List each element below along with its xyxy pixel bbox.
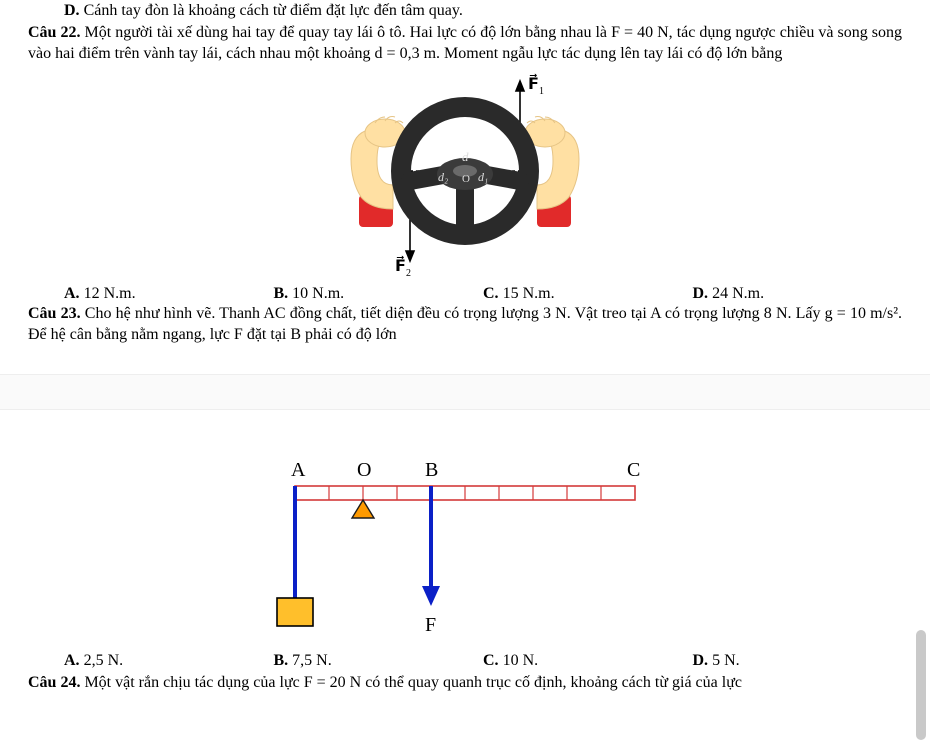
scrollbar-thumb[interactable] <box>916 630 926 740</box>
svg-text:C: C <box>627 459 640 481</box>
q23-opt-a-text: 2,5 N. <box>84 652 124 669</box>
question-23: Câu 23. Cho hệ như hình vẽ. Thanh AC đồn… <box>28 303 902 346</box>
q23-figure: AOBCF { "x0": 60, "y0": 48, "seg_w": 34,… <box>28 438 902 648</box>
svg-text:d₂: d₂ <box>438 170 448 184</box>
steering-wheel-svg: F⃗ 1 F⃗ 2 d d₂ d₁ O <box>315 71 615 281</box>
beam-svg: AOBCF { "x0": 60, "y0": 48, "seg_w": 34,… <box>235 438 695 648</box>
q22-opt-a-text: 12 N.m. <box>84 285 136 302</box>
q22-figure: F⃗ 1 F⃗ 2 d d₂ d₁ O <box>28 71 902 281</box>
svg-text:O: O <box>462 173 470 185</box>
q23-option-d: D. 5 N. <box>693 652 903 670</box>
label-d: D. <box>64 2 80 19</box>
q23-opt-c-text: 10 N. <box>503 652 539 669</box>
page-gap <box>0 374 930 410</box>
question-22: Câu 22. Một người tài xế dùng hai tay để… <box>28 22 902 65</box>
q23-label: Câu 23. <box>28 305 81 322</box>
svg-text:F⃗: F⃗ <box>528 73 539 93</box>
svg-text:2: 2 <box>406 268 411 279</box>
q22-opt-c-text: 15 N.m. <box>503 285 555 302</box>
svg-text:A: A <box>291 459 306 481</box>
q22-option-c: C. 15 N.m. <box>483 285 693 303</box>
svg-text:F: F <box>425 614 436 636</box>
prev-option-d-text: Cánh tay đòn là khoảng cách từ điểm đặt … <box>84 2 463 19</box>
q23-option-a: A. 2,5 N. <box>28 652 274 670</box>
q23-options: A. 2,5 N. B. 7,5 N. C. 10 N. D. 5 N. <box>28 652 902 670</box>
q23-text: Cho hệ như hình vẽ. Thanh AC đồng chất, … <box>28 305 902 344</box>
q22-opt-d-text: 24 N.m. <box>712 285 764 302</box>
prev-question-option-d: D. Cánh tay đòn là khoảng cách từ điểm đ… <box>28 0 902 22</box>
svg-text:F⃗: F⃗ <box>395 255 406 275</box>
q23-opt-d-text: 5 N. <box>712 652 740 669</box>
q23-option-c: C. 10 N. <box>483 652 693 670</box>
q22-option-b: B. 10 N.m. <box>274 285 484 303</box>
svg-text:1: 1 <box>539 86 544 97</box>
q22-option-a: A. 12 N.m. <box>28 285 274 303</box>
q22-option-d: D. 24 N.m. <box>693 285 903 303</box>
q24-text: Một vật rắn chịu tác dụng của lực F = 20… <box>84 674 742 691</box>
svg-text:d₁: d₁ <box>478 170 488 184</box>
q22-options: A. 12 N.m. B. 10 N.m. C. 15 N.m. D. 24 N… <box>28 285 902 303</box>
svg-text:d: d <box>462 149 469 164</box>
svg-text:O: O <box>357 459 371 481</box>
q22-opt-b-text: 10 N.m. <box>292 285 344 302</box>
question-24-cutoff: Câu 24. Một vật rắn chịu tác dụng của lự… <box>28 672 902 694</box>
svg-text:B: B <box>425 459 438 481</box>
q23-option-b: B. 7,5 N. <box>274 652 484 670</box>
q22-label: Câu 22. <box>28 24 81 41</box>
q22-text: Một người tài xế dùng hai tay để quay ta… <box>28 24 902 63</box>
q23-opt-b-text: 7,5 N. <box>292 652 332 669</box>
